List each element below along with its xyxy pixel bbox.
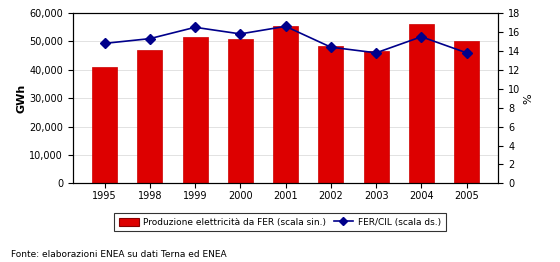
Bar — [409, 24, 434, 183]
Y-axis label: GWh: GWh — [16, 84, 26, 113]
Bar — [363, 51, 389, 183]
Bar — [228, 39, 253, 183]
Bar — [137, 50, 162, 183]
Bar — [183, 37, 208, 183]
Legend: Produzione elettricità da FER (scala sin.), FER/CIL (scala ds.): Produzione elettricità da FER (scala sin… — [114, 213, 446, 231]
Bar — [319, 46, 343, 183]
Bar — [454, 41, 479, 183]
Text: Fonte: elaborazioni ENEA su dati Terna ed ENEA: Fonte: elaborazioni ENEA su dati Terna e… — [11, 250, 227, 259]
Bar — [92, 67, 117, 183]
Y-axis label: %: % — [523, 93, 533, 103]
Bar — [273, 26, 298, 183]
